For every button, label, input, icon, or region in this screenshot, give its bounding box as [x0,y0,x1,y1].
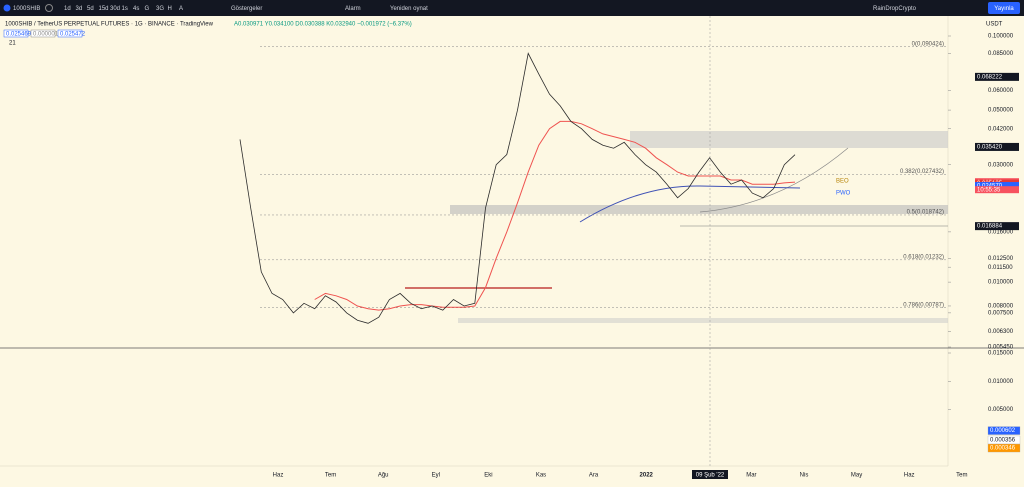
support-zone [450,205,948,214]
price-marker [975,72,1019,81]
fib-label: 0.618(0.01232) [903,254,944,260]
countdown: 10:55:35 [977,187,1001,193]
price-tick-label: 0.010000 [988,280,1014,286]
interval-button[interactable]: 1d [64,6,71,12]
fib-label: 0.382(0.027432) [900,169,944,175]
cursor-box [692,470,728,479]
macd-marker [987,443,1021,453]
price-tick-label: 0.100000 [988,34,1014,40]
top-bar [0,0,1024,16]
legend-ohlc: A0.030971 Y0.034100 D0.030388 K0.032940 … [234,22,412,28]
legend-box-value: 0.000001 [33,31,59,37]
interval-button[interactable]: G [145,6,150,12]
indicators-button[interactable]: Göstergeler [231,6,262,12]
price-tick-label: 0.060000 [988,88,1014,94]
price-marker [975,182,1019,191]
macd-tick-label: 0.010000 [988,379,1014,385]
indicator-legend: 21 [9,41,16,47]
fib-label: 0.5(0.018742) [907,210,944,216]
time-label: 2022 [640,473,654,479]
price-marker-label: 0.035420 [977,145,1003,151]
time-label: Tem [956,473,967,479]
symbol[interactable]: 1000SHIB [13,6,40,12]
countdown-box [975,186,1019,194]
time-label: May [851,473,862,479]
price-marker-label: 0.068222 [977,74,1003,80]
interval-button[interactable]: 4s [133,6,139,12]
legend-title: 1000SHIB / TetherUS PERPETUAL FUTURES · … [5,22,214,28]
time-label: Kas [536,473,546,479]
pivot-label: BEO [836,179,849,185]
replay-button[interactable]: Yeniden oynat [390,6,428,12]
price-tick-label: 0.008000 [988,304,1014,310]
time-label: Ara [589,473,599,479]
time-label: Eyl [432,473,440,479]
interval-button[interactable]: 3d [76,6,83,12]
price-tick-label: 0.016000 [988,229,1014,235]
price-tick-label: 0.085000 [988,51,1014,57]
layout-name[interactable]: RainDropCrypto [873,6,917,12]
macd-marker [987,426,1021,435]
time-label: Haz [904,473,915,479]
price-tick-label: 0.006300 [988,329,1014,335]
interval-button[interactable]: A [179,6,183,12]
price-tick-label: 0.011500 [988,265,1013,271]
price-tick-label: 0.050000 [988,108,1014,114]
trend-curve [699,147,849,213]
time-label: Tem [325,473,336,479]
legend-box-value: 0.025469 [6,31,32,37]
interval-button[interactable]: 3G [156,6,164,12]
low-zone [458,318,948,323]
resistance-zone [630,131,948,148]
legend-box-value: 0.025472 [60,31,86,37]
price-marker-label: 0.016884 [977,224,1003,230]
time-label: Nis [800,473,809,479]
publish-button[interactable] [988,2,1020,14]
price-tick-label: 0.012500 [988,256,1014,262]
alert-button[interactable]: Alarm [345,6,361,12]
interval-button[interactable]: 5d [87,6,94,12]
fib-label: 0(0.090424) [912,41,944,47]
interval-button[interactable]: H [168,6,172,12]
price-marker [975,142,1019,151]
time-label: Eki [484,473,492,479]
price-marker [975,222,1019,231]
price-tick-label: 0.042000 [988,126,1014,132]
pivot-label: PWO [836,191,851,197]
macd-marker-label: 0.000602 [990,428,1016,434]
cursor-date: 09 Şub '22 [696,473,725,479]
currency[interactable]: USDT [986,22,1003,28]
add-symbol[interactable] [45,4,53,12]
macd-marker-label: 0.000346 [990,446,1016,452]
legend-box [57,29,83,38]
publish-text: Yayınla [994,6,1014,12]
interval-button[interactable]: 15d [99,6,109,12]
price-tick-label: 0.030000 [988,162,1014,168]
interval-button[interactable]: 1s [122,6,128,12]
fib-label: 0.786(0.00787) [903,302,944,308]
price-tick-label: 0.005450 [988,345,1014,351]
price-line [239,52,796,324]
time-label: Ağu [378,473,389,479]
time-label: Haz [273,473,284,479]
macd-marker-label: 0.000356 [990,438,1016,444]
long-ma [579,185,801,223]
legend-box [3,29,29,38]
symbol-icon [3,4,11,12]
time-label: Mar [746,473,756,479]
macd-tick-label: 0.015000 [988,351,1014,357]
legend-box [30,29,56,38]
macd-tick-label: 0.005000 [988,407,1014,413]
interval-button[interactable]: 30d [110,6,120,12]
price-tick-label: 0.007500 [988,310,1014,316]
ma-line [314,120,796,311]
